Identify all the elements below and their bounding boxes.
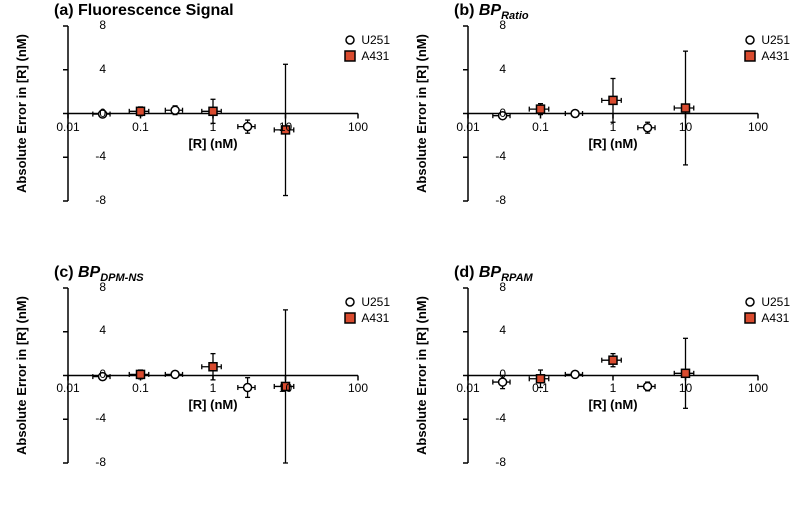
x-axis-label: [R] (nM): [468, 397, 758, 412]
y-tick-label: 0: [466, 367, 506, 381]
x-tick-label: 1: [193, 381, 233, 395]
plot-area: [468, 26, 758, 201]
title-prefix: (c): [54, 264, 78, 281]
panel-b: (b) BPRatioAbsolute Error in [R] (nM)-8-…: [400, 0, 800, 262]
legend-row: A431: [344, 310, 390, 326]
legend-row: U251: [744, 294, 790, 310]
y-tick-label: -8: [466, 193, 506, 207]
square-marker-icon: [744, 50, 756, 62]
y-tick-label: 4: [466, 62, 506, 76]
legend: U251 A431: [744, 32, 790, 64]
x-tick-label: 0.01: [48, 120, 88, 134]
legend-label: U251: [361, 33, 390, 47]
x-tick-label: 10: [266, 120, 306, 134]
x-axis-label: [R] (nM): [68, 397, 358, 412]
legend-row: U251: [344, 294, 390, 310]
legend-row: A431: [744, 310, 790, 326]
y-tick-label: -8: [466, 455, 506, 469]
y-axis-label: Absolute Error in [R] (nM): [14, 288, 34, 463]
x-tick-label: 0.1: [521, 381, 561, 395]
y-tick-label: 0: [66, 367, 106, 381]
x-tick-label: 100: [338, 120, 378, 134]
x-tick-label: 0.01: [48, 381, 88, 395]
legend: U251 A431: [344, 32, 390, 64]
x-tick-label: 100: [338, 381, 378, 395]
panel-c: (c) BPDPM-NS Absolute Error in [R] (nM) -8…: [0, 262, 400, 523]
legend-label: A431: [761, 49, 789, 63]
plot-svg: [468, 288, 758, 463]
title-main: BP: [479, 264, 501, 281]
y-tick-label: 8: [466, 18, 506, 32]
legend-label: A431: [361, 49, 389, 63]
y-tick-label: 4: [466, 323, 506, 337]
x-tick-label: 100: [738, 381, 778, 395]
y-tick-label: 4: [66, 62, 106, 76]
plot-svg: [68, 288, 358, 463]
x-tick-label: 0.1: [521, 120, 561, 134]
x-tick-label: 0.01: [448, 381, 488, 395]
y-tick-label: 4: [66, 323, 106, 337]
y-tick-label: 8: [66, 280, 106, 294]
legend-row: U251: [744, 32, 790, 48]
legend-label: A431: [761, 311, 789, 325]
square-marker-icon: [344, 50, 356, 62]
y-tick-label: 8: [66, 18, 106, 32]
x-tick-label: 0.01: [448, 120, 488, 134]
title-prefix: (b): [454, 2, 479, 19]
figure-grid: (a) Fluorescence Signal Absolute Error in…: [0, 0, 800, 523]
square-marker-icon: [744, 312, 756, 324]
x-tick-label: 0.1: [121, 120, 161, 134]
x-tick-label: 1: [593, 381, 633, 395]
title-prefix: (a): [54, 2, 78, 19]
legend-label: U251: [361, 295, 390, 309]
y-axis-label: Absolute Error in [R] (nM): [414, 26, 434, 201]
x-tick-label: 0.1: [121, 381, 161, 395]
x-tick-label: 1: [593, 120, 633, 134]
circle-marker-icon: [744, 34, 756, 46]
title-sub: DPM-NS: [100, 272, 143, 284]
title-main: BP: [479, 2, 501, 19]
y-tick-label: -4: [466, 149, 506, 163]
y-tick-label: 8: [466, 280, 506, 294]
plot-area: [68, 26, 358, 201]
x-tick-label: 10: [666, 120, 706, 134]
y-tick-label: -4: [66, 149, 106, 163]
y-tick-label: 0: [466, 106, 506, 120]
legend-row: U251: [344, 32, 390, 48]
y-axis-label: Absolute Error in [R] (nM): [14, 26, 34, 201]
panel-a: (a) Fluorescence Signal Absolute Error in…: [0, 0, 400, 262]
legend-label: A431: [361, 311, 389, 325]
square-marker-icon: [344, 312, 356, 324]
plot-svg: [468, 26, 758, 201]
plot-svg: [68, 26, 358, 201]
title-main: Fluorescence Signal: [78, 2, 234, 19]
x-axis-label: [R] (nM): [468, 136, 758, 151]
circle-marker-icon: [344, 296, 356, 308]
y-tick-label: -4: [66, 411, 106, 425]
legend-label: U251: [761, 295, 790, 309]
y-axis-label: Absolute Error in [R] (nM): [414, 288, 434, 463]
y-tick-label: -8: [66, 455, 106, 469]
x-tick-label: 1: [193, 120, 233, 134]
legend: U251 A431: [344, 294, 390, 326]
plot-area: [468, 288, 758, 463]
plot-area: [68, 288, 358, 463]
y-tick-label: -4: [466, 411, 506, 425]
title-prefix: (d): [454, 264, 479, 281]
legend-row: A431: [344, 48, 390, 64]
legend-row: A431: [744, 48, 790, 64]
x-tick-label: 10: [666, 381, 706, 395]
x-tick-label: 10: [266, 381, 306, 395]
y-tick-label: -8: [66, 193, 106, 207]
legend: U251 A431: [744, 294, 790, 326]
legend-label: U251: [761, 33, 790, 47]
circle-marker-icon: [744, 296, 756, 308]
x-axis-label: [R] (nM): [68, 136, 358, 151]
circle-marker-icon: [344, 34, 356, 46]
x-tick-label: 100: [738, 120, 778, 134]
panel-d: (d) BPRPAMAbsolute Error in [R] (nM)-8-4…: [400, 262, 800, 523]
y-tick-label: 0: [66, 106, 106, 120]
title-main: BP: [78, 264, 100, 281]
